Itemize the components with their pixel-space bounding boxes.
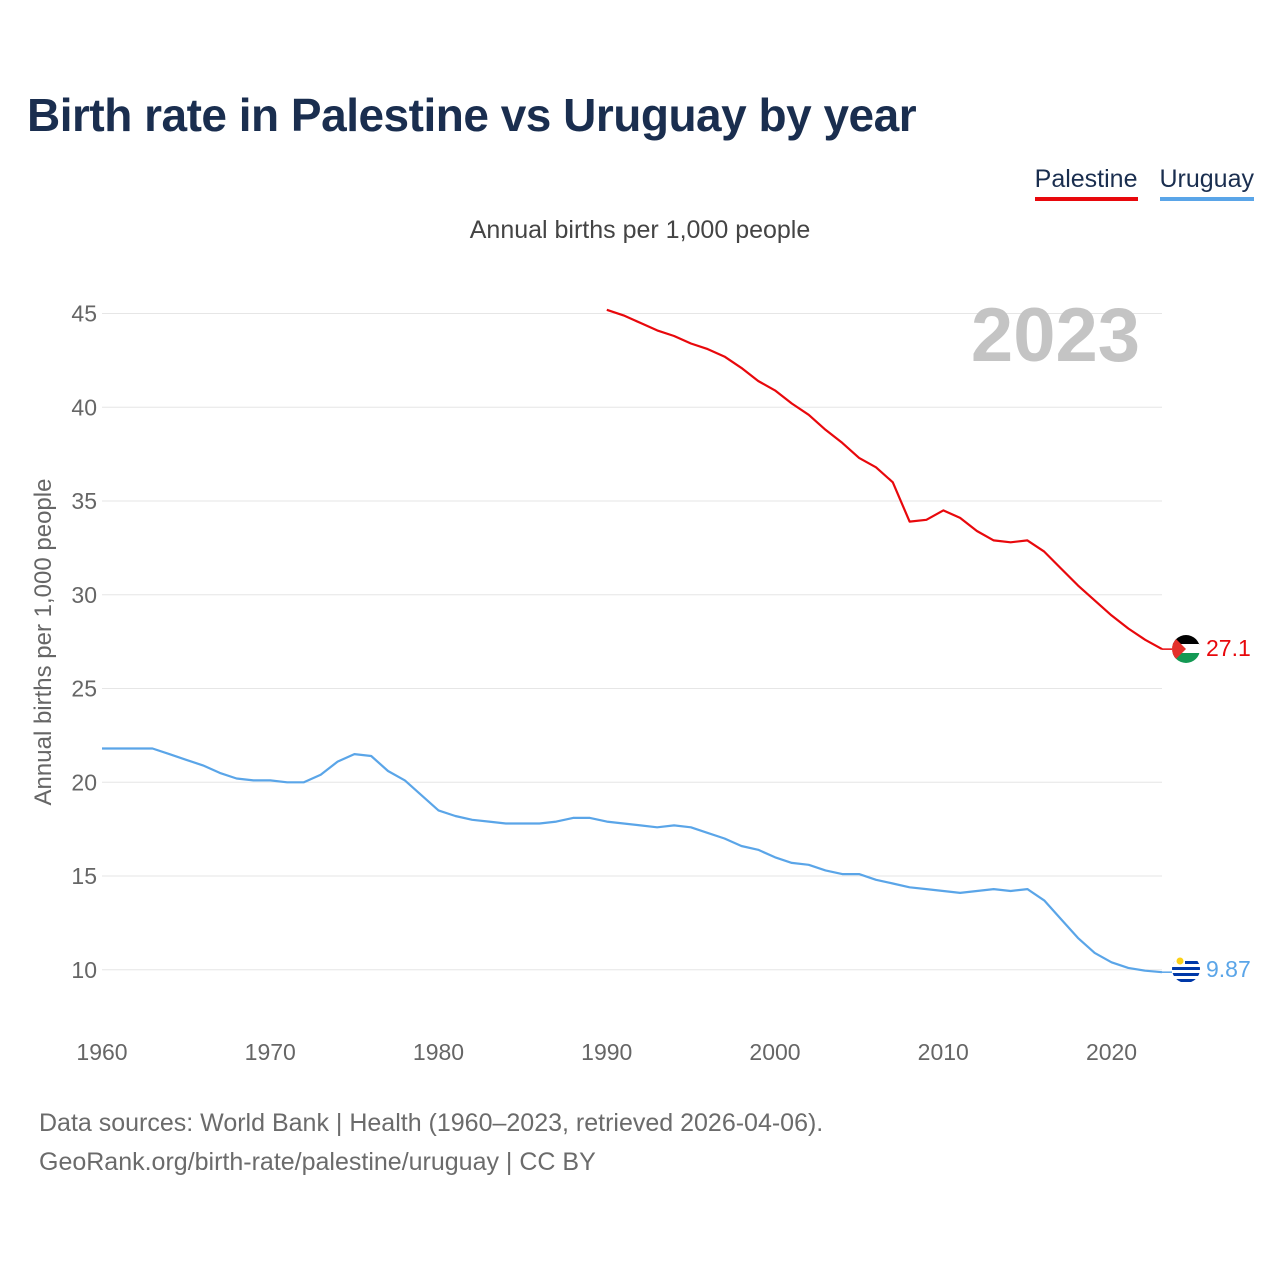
y-axis-label: Annual births per 1,000 people [30,479,57,806]
legend-item-palestine[interactable]: Palestine [1034,165,1138,201]
x-tick-label: 2000 [749,1039,800,1065]
footer: Data sources: World Bank | Health (1960–… [39,1104,823,1182]
data-source-text: Data sources: World Bank | Health (1960–… [39,1109,824,1137]
chart-subtitle: Annual births per 1,000 people [469,216,811,244]
x-tick-label: 2010 [918,1039,969,1065]
series-line-uruguay [102,747,1163,974]
y-tick-label: 25 [71,676,97,702]
y-tick-label: 35 [71,488,97,514]
x-tick-label: 1980 [413,1039,464,1065]
uruguay-end-value: 9.87 [1206,956,1251,982]
year-watermark: 2023 [971,293,1140,378]
x-tick-label: 2020 [1086,1039,1137,1065]
legend: Palestine Uruguay [1034,165,1254,201]
y-tick-label: 40 [71,394,97,420]
source-link[interactable]: GeoRank.org/birth-rate/palestine/uruguay… [39,1148,596,1176]
y-tick-label: 20 [71,769,97,795]
series-line-palestine [606,308,1163,651]
chart-title: Birth rate in Palestine vs Uruguay by ye… [27,89,917,141]
x-tick-label: 1990 [581,1039,632,1065]
x-tick-label: 1970 [245,1039,296,1065]
palestine-end-value: 27.1 [1206,635,1251,661]
y-tick-label: 45 [71,301,97,327]
palestine-flag-icon [1172,635,1200,663]
x-tick-label: 1960 [76,1039,127,1065]
legend-item-uruguay[interactable]: Uruguay [1159,165,1254,201]
y-tick-label: 15 [71,863,97,889]
y-tick-label: 30 [71,582,97,608]
uruguay-flag-icon [1172,955,1200,983]
y-tick-label: 10 [71,957,97,983]
